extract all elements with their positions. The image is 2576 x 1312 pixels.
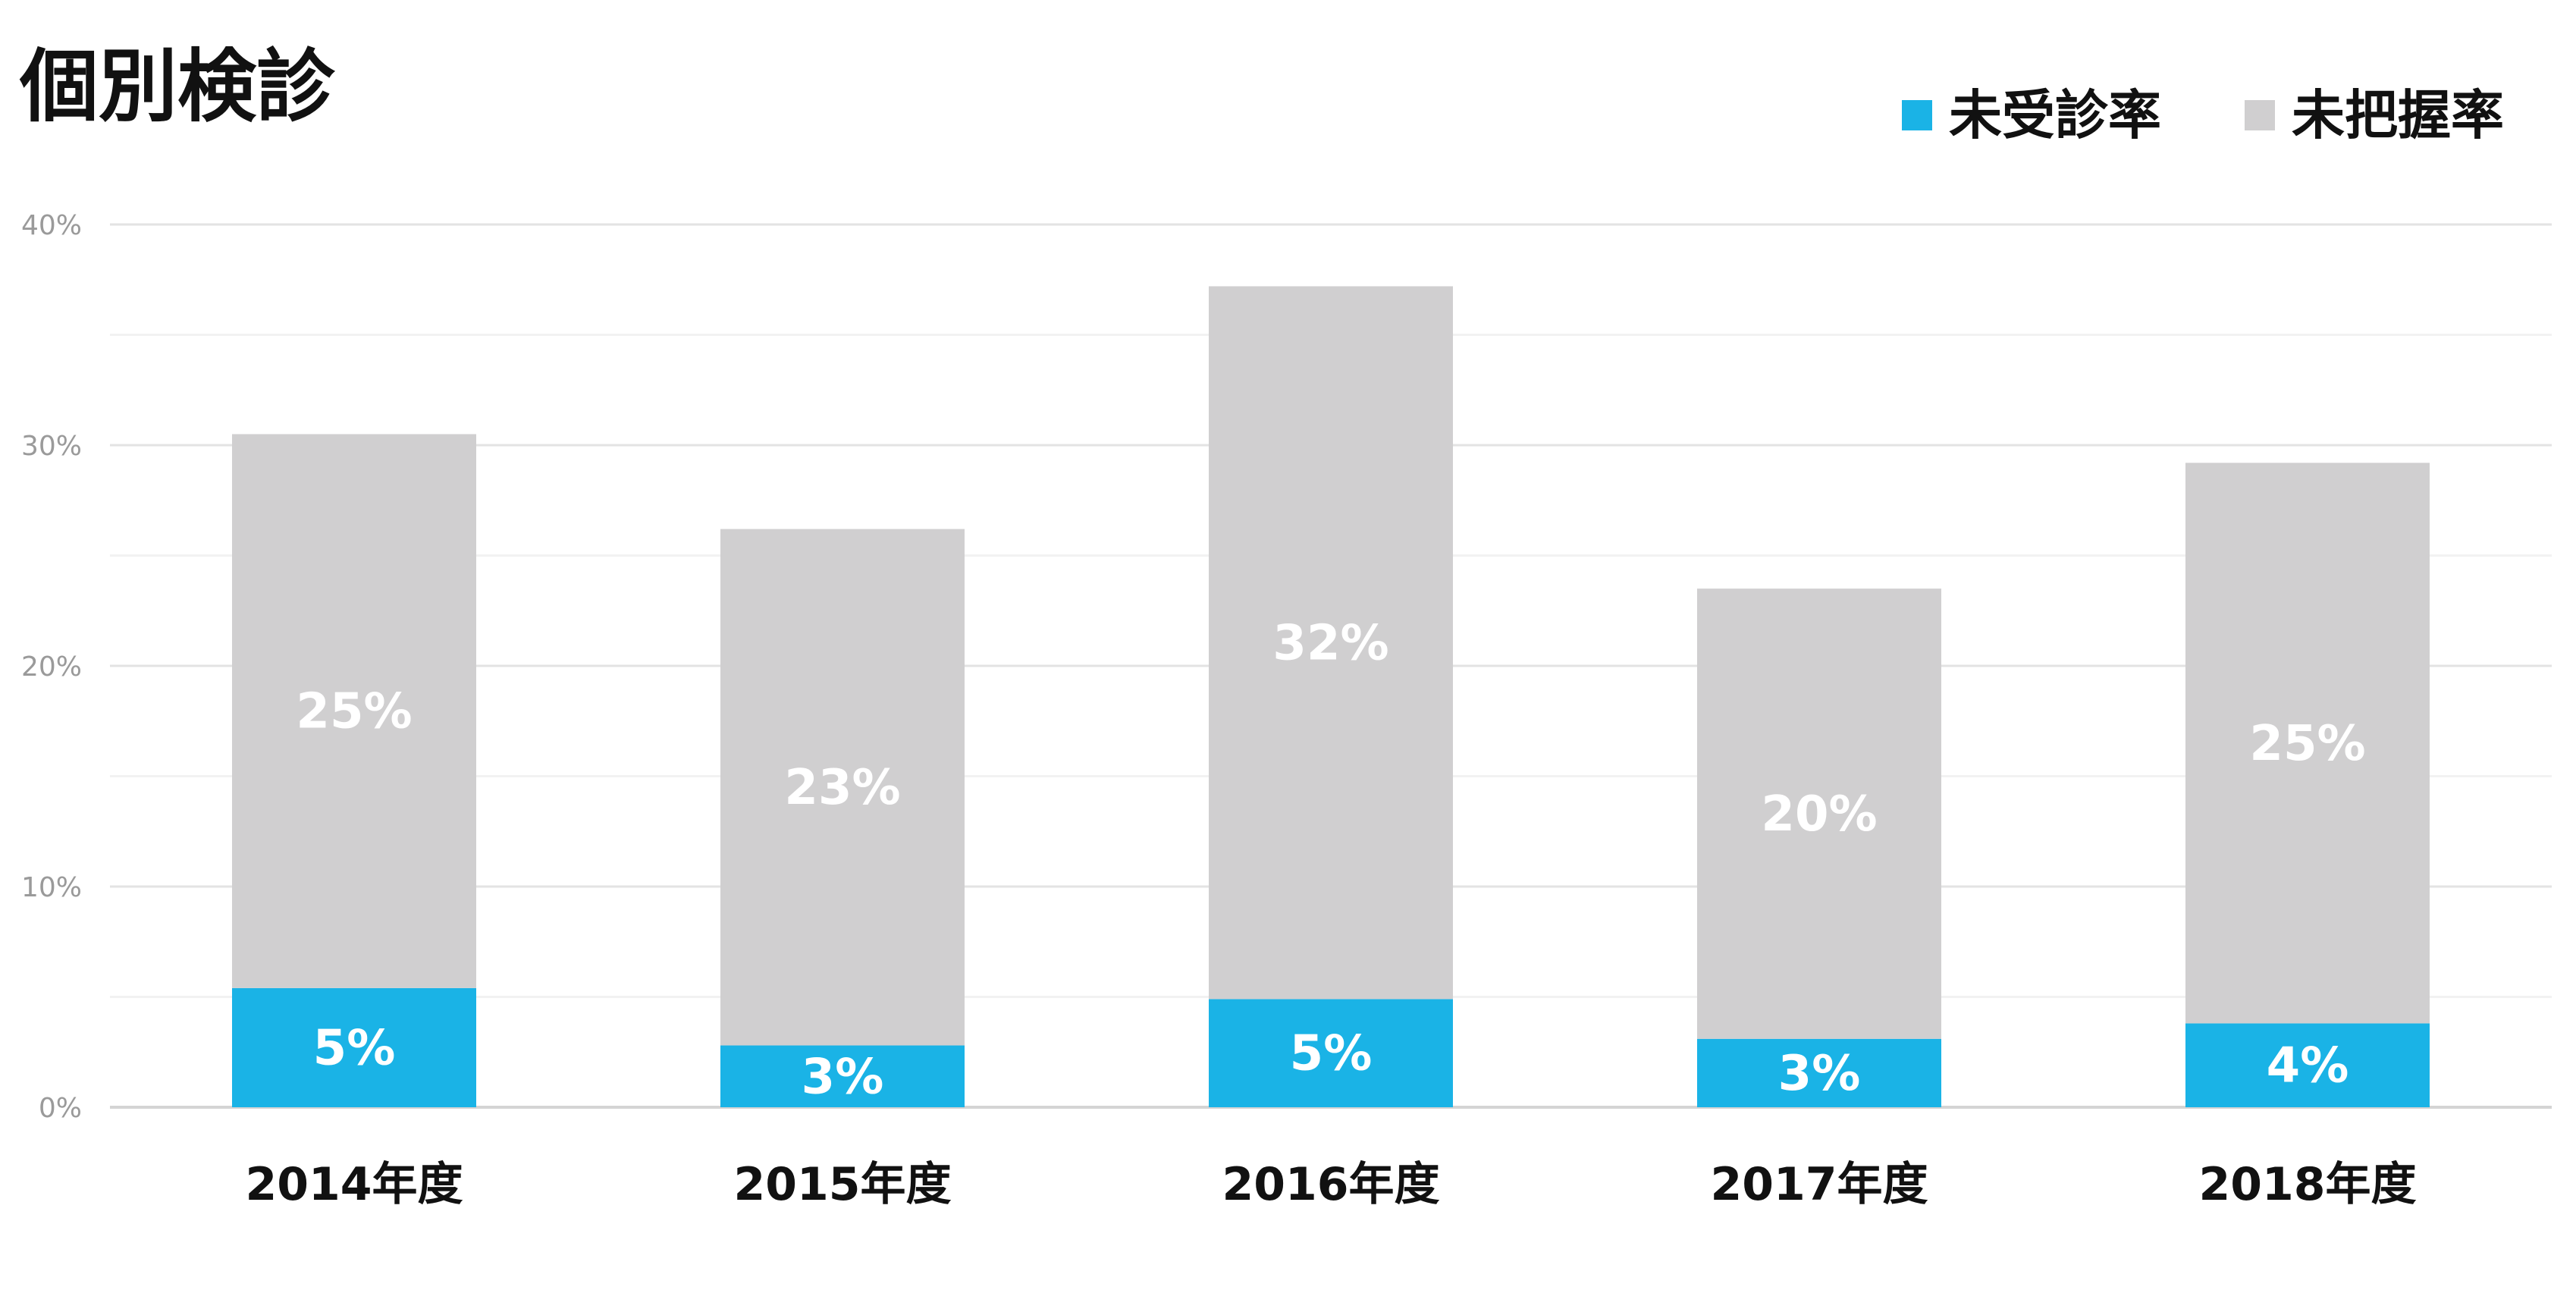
bar-segment	[2185, 1023, 2430, 1107]
bar-data-label: 32%	[1272, 615, 1388, 671]
bars: 5% 25% 3% 23% 5% 32% 3% 20% 4% 25%	[232, 286, 2430, 1107]
bar-segment	[720, 1045, 965, 1107]
bar-data-label: 3%	[1778, 1046, 1861, 1102]
x-tick-label: 2014年度	[246, 1158, 463, 1211]
bar-data-label: 23%	[784, 760, 900, 816]
y-tick-label: 30%	[21, 431, 82, 462]
legend-label: 未把握率	[2292, 84, 2504, 146]
chart-title: 個別検診	[19, 40, 336, 133]
bar-data-label: 25%	[2249, 716, 2365, 772]
bar-segment	[1209, 286, 1453, 1000]
bar-segment	[2185, 463, 2430, 1024]
bar-data-label: 5%	[313, 1020, 396, 1076]
x-tick-label: 2016年度	[1222, 1158, 1440, 1211]
y-tick-label: 0%	[39, 1093, 82, 1124]
y-tick-label: 10%	[21, 872, 82, 903]
bar-segment	[232, 987, 476, 1107]
legend-swatch	[1902, 100, 1932, 130]
bar-segment	[720, 529, 965, 1046]
y-axis: 0% 10% 20% 30% 40%	[21, 210, 82, 1124]
bar-data-label: 4%	[2267, 1038, 2349, 1094]
y-tick-label: 40%	[21, 210, 82, 241]
legend-swatch	[2245, 100, 2275, 130]
bar-data-label: 25%	[296, 684, 412, 740]
legend-label: 未受診率	[1949, 84, 2161, 146]
bar-data-label: 5%	[1290, 1026, 1373, 1082]
x-tick-label: 2018年度	[2199, 1158, 2417, 1211]
bar-data-label: 20%	[1761, 786, 1877, 843]
bar-data-label: 3%	[802, 1049, 884, 1105]
bar-segment	[1697, 1038, 1941, 1107]
y-tick-label: 20%	[21, 651, 82, 683]
bar-segment	[232, 434, 476, 988]
bar-segment	[1209, 999, 1453, 1107]
x-tick-label: 2017年度	[1711, 1158, 1928, 1211]
x-axis: 2014年度 2015年度 2016年度 2017年度 2018年度	[246, 1158, 2417, 1211]
bar-segment	[1697, 589, 1941, 1039]
legend: 未受診率 未把握率	[1902, 84, 2504, 146]
x-tick-label: 2015年度	[734, 1158, 952, 1211]
